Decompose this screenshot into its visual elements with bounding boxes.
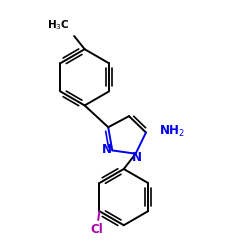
Text: NH$_2$: NH$_2$: [160, 124, 185, 139]
Text: H$_3$C: H$_3$C: [47, 18, 70, 32]
Text: N: N: [132, 151, 142, 164]
Text: Cl: Cl: [90, 223, 103, 236]
Text: N: N: [102, 143, 112, 156]
